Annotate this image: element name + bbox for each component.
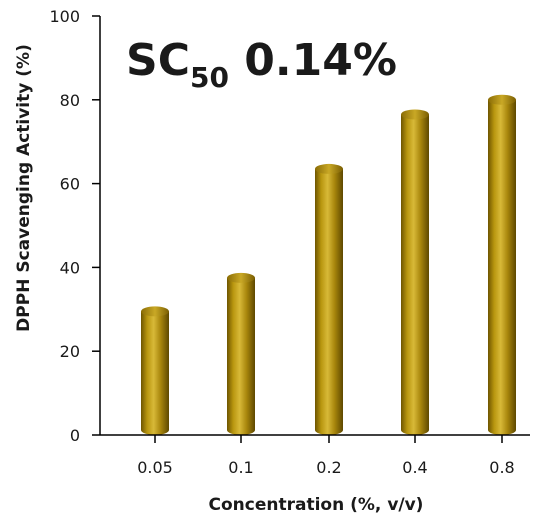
bar-base (401, 425, 429, 435)
sc50-subscript: 50 (190, 61, 229, 94)
bar-top (401, 109, 429, 120)
bar-top (227, 272, 255, 283)
y-axis-title: DPPH Scavenging Activity (%) (14, 44, 34, 332)
y-tick-label: 20 (60, 342, 80, 361)
y-tick-label: 60 (60, 175, 80, 194)
sc50-main: SC (126, 35, 190, 86)
x-axis-title: Concentration (%, v/v) (209, 495, 424, 515)
y-ticks-group: 0 20 40 60 80 100 (49, 7, 100, 445)
bar-base (488, 425, 516, 435)
y-tick-label: 80 (60, 91, 80, 110)
bar-body (141, 311, 169, 430)
bar-base (315, 425, 343, 435)
bar (401, 109, 429, 435)
bar (315, 163, 343, 435)
y-tick-label: 40 (60, 258, 80, 277)
bar-body (227, 277, 255, 430)
bar-top (315, 163, 343, 174)
sc50-annotation: SC50 0.14% (126, 35, 397, 94)
y-tick-label: 0 (70, 426, 80, 445)
bars-group (141, 94, 516, 435)
bar (227, 272, 255, 435)
x-tick-label: 0.8 (489, 458, 514, 477)
bar (488, 94, 516, 435)
x-tick-label: 0.2 (316, 458, 341, 477)
x-tick-label: 0.05 (137, 458, 173, 477)
x-ticks-group: 0.05 0.1 0.2 0.4 0.8 (137, 435, 515, 477)
x-tick-label: 0.4 (402, 458, 427, 477)
bar-base (141, 425, 169, 435)
bar (141, 306, 169, 435)
sc50-value: 0.14% (229, 35, 397, 86)
bar-top (141, 306, 169, 317)
bar-base (227, 425, 255, 435)
bar-body (401, 114, 429, 430)
y-tick-label: 100 (49, 7, 80, 26)
bar-body (488, 99, 516, 431)
bar-top (488, 94, 516, 105)
bar-body (315, 168, 343, 430)
x-tick-label: 0.1 (228, 458, 253, 477)
